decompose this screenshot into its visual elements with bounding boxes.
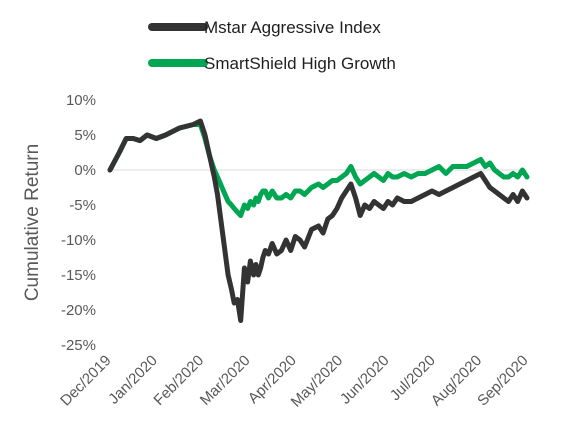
x-tick-label: Feb/2020 [150,352,207,409]
y-tick-label: 0% [74,162,96,179]
legend-label: Mstar Aggressive Index [204,18,381,37]
series-layer [107,118,530,323]
legend: Mstar Aggressive Index SmartShield High G… [148,18,396,73]
x-tick-label: Sep/2020 [474,352,531,409]
y-axis: 10% 5% 0% -5% -10% -15% -20% -25% [61,92,527,354]
y-tick-label: 5% [74,127,96,144]
y-tick-label: -20% [61,302,96,319]
x-tick-label: Jun/2020 [337,352,393,408]
x-tick-label: Dec/2019 [57,352,114,409]
legend-label: SmartShield High Growth [204,54,396,73]
y-tick-label: -10% [61,232,96,249]
y-tick-label: -5% [69,197,96,214]
y-tick-label: 10% [66,92,96,109]
x-axis: Dec/2019Jan/2020Feb/2020Mar/2020Apr/2020… [57,352,531,411]
y-tick-label: -25% [61,337,96,354]
x-tick-label: Mar/2020 [197,352,254,409]
y-axis-title: Cumulative Return [22,144,43,301]
y-tick-label: -15% [61,267,96,284]
series-line-mstar-aggressive-index [107,118,530,323]
